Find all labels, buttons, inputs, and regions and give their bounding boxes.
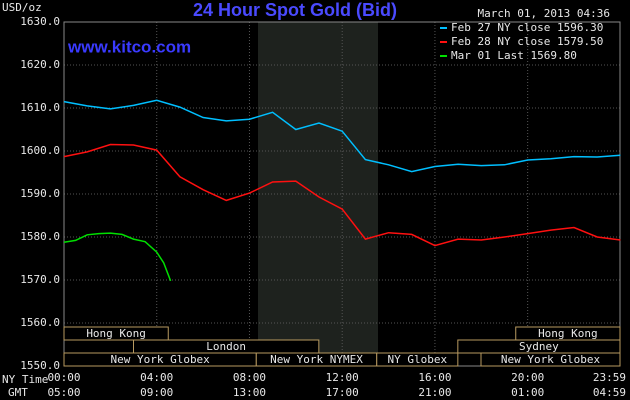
- x-axis-label: NY Time: [2, 373, 48, 386]
- y-axis-label: USD/oz: [2, 1, 42, 14]
- session-label: London: [206, 340, 246, 353]
- y-tick-label: 1570.0: [20, 273, 60, 286]
- y-tick-label: 1590.0: [20, 187, 60, 200]
- series-line: [63, 232, 172, 282]
- session-label: Hong Kong: [538, 327, 598, 340]
- session-box: [480, 352, 621, 367]
- x-tick-label: 00:00: [47, 371, 80, 384]
- x2-tick-label: 21:00: [418, 386, 451, 399]
- session-label: New York Globex: [501, 353, 601, 366]
- legend-label: Feb 27 NY close 1596.30: [451, 21, 603, 34]
- nymex-shade: [258, 22, 378, 366]
- timestamp: March 01, 2013 04:36: [478, 7, 610, 20]
- x-tick-label: 20:00: [511, 371, 544, 384]
- session-box: [63, 326, 169, 341]
- x2-tick-label: 01:00: [511, 386, 544, 399]
- y-tick-label: 1620.0: [20, 58, 60, 71]
- session-label: New York Globex: [110, 353, 210, 366]
- y-tick-label: 1600.0: [20, 144, 60, 157]
- y-tick-label: 1610.0: [20, 101, 60, 114]
- session-label: Sydney: [519, 340, 559, 353]
- y-tick-label: 1580.0: [20, 230, 60, 243]
- session-label: New York NYMEX: [270, 353, 363, 366]
- x-tick-label: 08:00: [233, 371, 266, 384]
- y-tick-label: 1550.0: [20, 359, 60, 372]
- chart-title: 24 Hour Spot Gold (Bid): [193, 0, 397, 20]
- watermark: www.kitco.com: [67, 37, 191, 56]
- y-tick-label: 1630.0: [20, 15, 60, 28]
- session-label: Hong Kong: [86, 327, 146, 340]
- session-label: NY Globex: [387, 353, 447, 366]
- x-tick-label: 23:59: [593, 371, 626, 384]
- series-line: [63, 99, 621, 173]
- x-tick-label: 04:00: [140, 371, 173, 384]
- session-box: [376, 352, 459, 367]
- x-tick-label: 16:00: [418, 371, 451, 384]
- x2-tick-label: 05:00: [47, 386, 80, 399]
- y-tick-label: 1560.0: [20, 316, 60, 329]
- legend-label: Mar 01 Last 1569.80: [451, 49, 577, 62]
- x2-tick-label: 09:00: [140, 386, 173, 399]
- x2-axis-label: GMT: [8, 386, 28, 399]
- x-tick-label: 12:00: [326, 371, 359, 384]
- x2-tick-label: 17:00: [326, 386, 359, 399]
- x2-tick-label: 04:59: [593, 386, 626, 399]
- x2-tick-label: 13:00: [233, 386, 266, 399]
- legend-label: Feb 28 NY close 1579.50: [451, 35, 603, 48]
- series-line: [63, 143, 621, 247]
